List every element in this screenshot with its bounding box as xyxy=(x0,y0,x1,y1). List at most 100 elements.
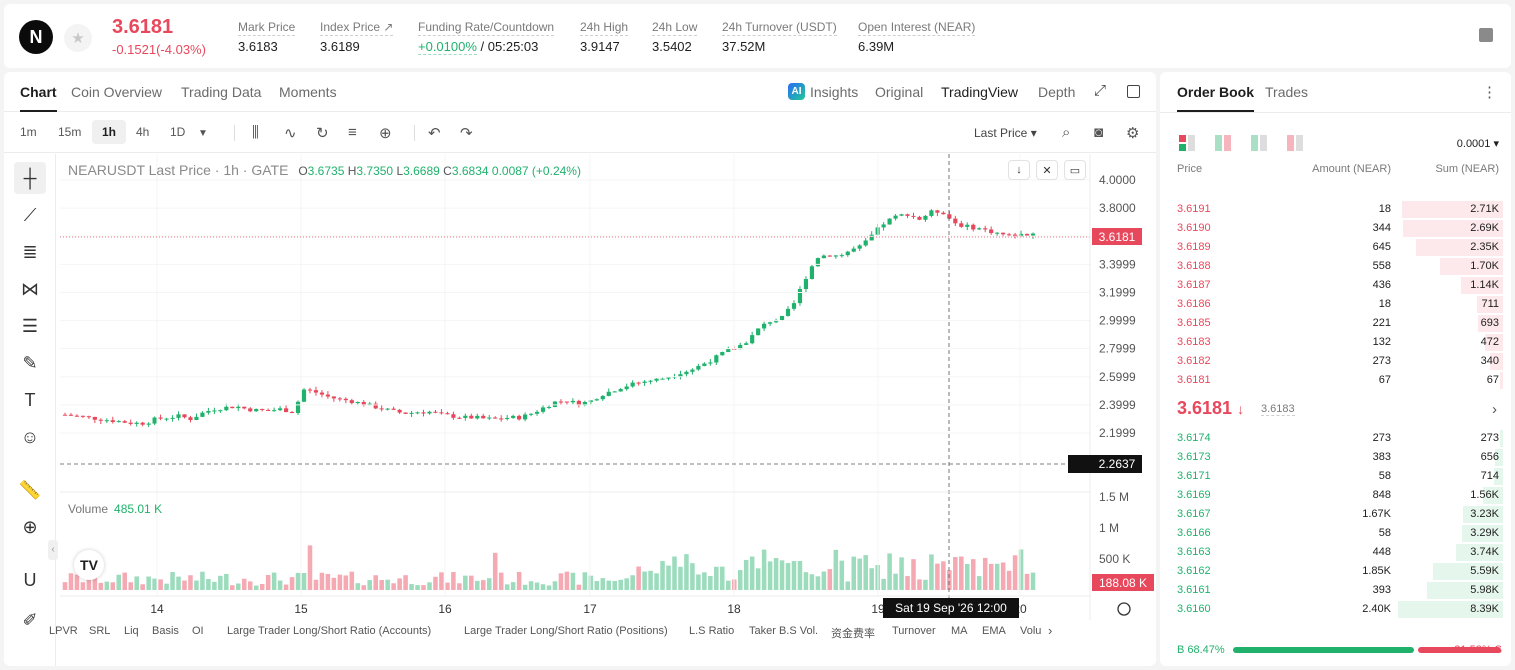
tf-1h[interactable]: 1h xyxy=(92,120,127,144)
bid-row[interactable]: 3.6166 58 3.29K xyxy=(1160,524,1511,543)
crosshair-tool-icon[interactable]: ┼ xyxy=(14,162,46,194)
collapse-sidebar-icon[interactable]: ‹ xyxy=(48,540,58,560)
ruler-tool-icon[interactable]: 📏 xyxy=(18,479,42,500)
tab-trading-data[interactable]: Trading Data xyxy=(181,84,262,100)
window-icon[interactable] xyxy=(1127,85,1140,98)
mid-mark-price: 3.6183 xyxy=(1261,403,1295,416)
brush-tool-icon[interactable]: ✎ xyxy=(22,352,38,373)
bid-row[interactable]: 3.6161 393 5.98K xyxy=(1160,581,1511,600)
indicator-taker-bs-vol[interactable]: Taker B.S Vol. xyxy=(749,625,819,637)
indicator-funding-rate[interactable]: 资金费率 xyxy=(831,628,875,640)
candle-type-icon[interactable]: ⫼ xyxy=(252,124,259,141)
indicator-large-trader-positions[interactable]: Large Trader Long/Short Ratio (Positions… xyxy=(464,625,668,637)
layout-asks-icon[interactable] xyxy=(1287,135,1303,151)
settings-gear-icon[interactable]: ⚙ xyxy=(1126,125,1140,142)
search-icon[interactable]: ⌕ xyxy=(1062,124,1071,141)
layout-side-icon[interactable] xyxy=(1215,135,1231,151)
fib-tool-icon[interactable]: ☰ xyxy=(21,315,39,336)
zoom-in-tool-icon[interactable]: ⊕ xyxy=(22,516,38,537)
ask-row[interactable]: 3.6189 645 2.35K xyxy=(1160,238,1511,257)
bid-row[interactable]: 3.6163 448 3.74K xyxy=(1160,543,1511,562)
tab-trades[interactable]: Trades xyxy=(1265,84,1309,100)
view-tradingview[interactable]: TradingView xyxy=(941,84,1019,100)
layout-both-icon[interactable] xyxy=(1179,135,1195,151)
indicator-volume[interactable]: Volu xyxy=(1020,625,1042,637)
view-insights[interactable]: Insights xyxy=(810,84,859,100)
candle-body xyxy=(122,421,127,423)
chevron-right-icon[interactable]: › xyxy=(1492,401,1497,418)
volume-bar xyxy=(845,581,851,590)
indicator-turnover[interactable]: Turnover xyxy=(892,625,936,637)
magnet-tool-icon[interactable]: U xyxy=(23,569,37,590)
pencil-lock-icon[interactable]: ✐ xyxy=(22,609,38,630)
scroll-down-icon[interactable]: ↓ xyxy=(1008,160,1030,180)
layout-bids-icon[interactable] xyxy=(1251,135,1267,151)
indicator-liq[interactable]: Liq xyxy=(124,625,139,637)
trendline-tool-icon[interactable]: ⟋ xyxy=(23,204,37,225)
indicator-ma[interactable]: MA xyxy=(951,625,968,637)
bid-row[interactable]: 3.6167 1.67K 3.23K xyxy=(1160,505,1511,524)
mid-price[interactable]: 3.6181 ↓ xyxy=(1177,398,1245,418)
indicator-srl[interactable]: SRL xyxy=(89,625,111,637)
ask-row[interactable]: 3.6191 18 2.71K xyxy=(1160,200,1511,219)
bid-row[interactable]: 3.6162 1.85K 5.59K xyxy=(1160,562,1511,581)
indicator-large-trader-accounts[interactable]: Large Trader Long/Short Ratio (Accounts) xyxy=(227,625,432,637)
undo-icon[interactable]: ↶ xyxy=(428,125,441,142)
bid-row[interactable]: 3.6173 383 656 xyxy=(1160,448,1511,467)
indicator-ema[interactable]: EMA xyxy=(982,625,1006,637)
tf-1m[interactable]: 1m xyxy=(20,125,37,139)
indicator-basis[interactable]: Basis xyxy=(152,625,179,637)
ask-row[interactable]: 3.6181 67 67 xyxy=(1160,371,1511,390)
volume-bar xyxy=(582,572,588,590)
volume-bar xyxy=(767,561,773,590)
bid-row[interactable]: 3.6160 2.40K 8.39K xyxy=(1160,600,1511,619)
view-original[interactable]: Original xyxy=(875,84,924,100)
price-source-select[interactable]: Last Price ▾ xyxy=(974,126,1037,140)
ask-row[interactable]: 3.6187 436 1.14K xyxy=(1160,276,1511,295)
tick-size-select[interactable]: 0.0001 ▾ xyxy=(1456,138,1499,150)
candle-body xyxy=(618,389,623,392)
ask-row[interactable]: 3.6185 221 693 xyxy=(1160,314,1511,333)
horizontal-lines-tool-icon[interactable]: ≣ xyxy=(22,241,38,262)
redo-icon[interactable]: ↷ xyxy=(460,125,473,142)
volume-tick-label: 1 M xyxy=(1099,521,1119,535)
volume-tag xyxy=(1092,574,1154,591)
indicator-lpvr[interactable]: LPVR xyxy=(49,625,78,637)
bid-row[interactable]: 3.6174 273 273 xyxy=(1160,429,1511,448)
pattern-tool-icon[interactable]: ⋈ xyxy=(21,278,39,299)
tf-4h[interactable]: 4h xyxy=(136,125,150,139)
ask-row[interactable]: 3.6190 344 2.69K xyxy=(1160,219,1511,238)
tf-15m[interactable]: 15m xyxy=(58,125,82,139)
timeframe-dropdown-icon[interactable]: ▼ xyxy=(198,128,208,139)
bid-row[interactable]: 3.6171 58 714 xyxy=(1160,467,1511,486)
candlestick-chart[interactable]: 4.00003.80003.60003.39993.19992.99992.79… xyxy=(4,72,1156,666)
more-options-icon[interactable]: ⋮ xyxy=(1482,84,1497,101)
volume-bar xyxy=(98,582,104,590)
refresh-icon[interactable]: ↻ xyxy=(316,125,329,142)
tab-chart[interactable]: Chart xyxy=(20,84,57,112)
ask-row[interactable]: 3.6186 18 711 xyxy=(1160,295,1511,314)
tab-order-book[interactable]: Order Book xyxy=(1177,84,1255,112)
bid-row[interactable]: 3.6169 848 1.56K xyxy=(1160,486,1511,505)
ask-row[interactable]: 3.6188 558 1.70K xyxy=(1160,257,1511,276)
indicator-oi[interactable]: OI xyxy=(192,625,204,637)
tab-coin-overview[interactable]: Coin Overview xyxy=(71,84,163,100)
emoji-tool-icon[interactable]: ☺ xyxy=(20,426,40,447)
ask-row[interactable]: 3.6183 132 472 xyxy=(1160,333,1511,352)
expand-icon[interactable]: ⤢ xyxy=(1094,82,1107,99)
indicators-icon[interactable]: ∿ xyxy=(284,125,297,142)
text-tool-icon[interactable]: T xyxy=(24,389,36,410)
templates-icon[interactable]: ≡ xyxy=(348,124,357,141)
ask-row[interactable]: 3.6182 273 340 xyxy=(1160,352,1511,371)
scroll-right-icon[interactable]: › xyxy=(1048,623,1053,638)
indicator-ls-ratio[interactable]: L.S Ratio xyxy=(689,625,735,637)
tf-1d[interactable]: 1D xyxy=(170,125,186,139)
tab-moments[interactable]: Moments xyxy=(279,84,337,100)
view-depth[interactable]: Depth xyxy=(1038,84,1076,100)
document-icon[interactable] xyxy=(1479,28,1493,42)
fullscreen-icon[interactable]: ▭ xyxy=(1064,160,1086,180)
favorite-star-icon[interactable]: ★ xyxy=(64,24,92,52)
collapse-icon[interactable]: ✕ xyxy=(1036,160,1058,180)
camera-icon[interactable]: ◙ xyxy=(1094,124,1104,141)
add-alert-icon[interactable]: ⊕ xyxy=(379,125,392,142)
